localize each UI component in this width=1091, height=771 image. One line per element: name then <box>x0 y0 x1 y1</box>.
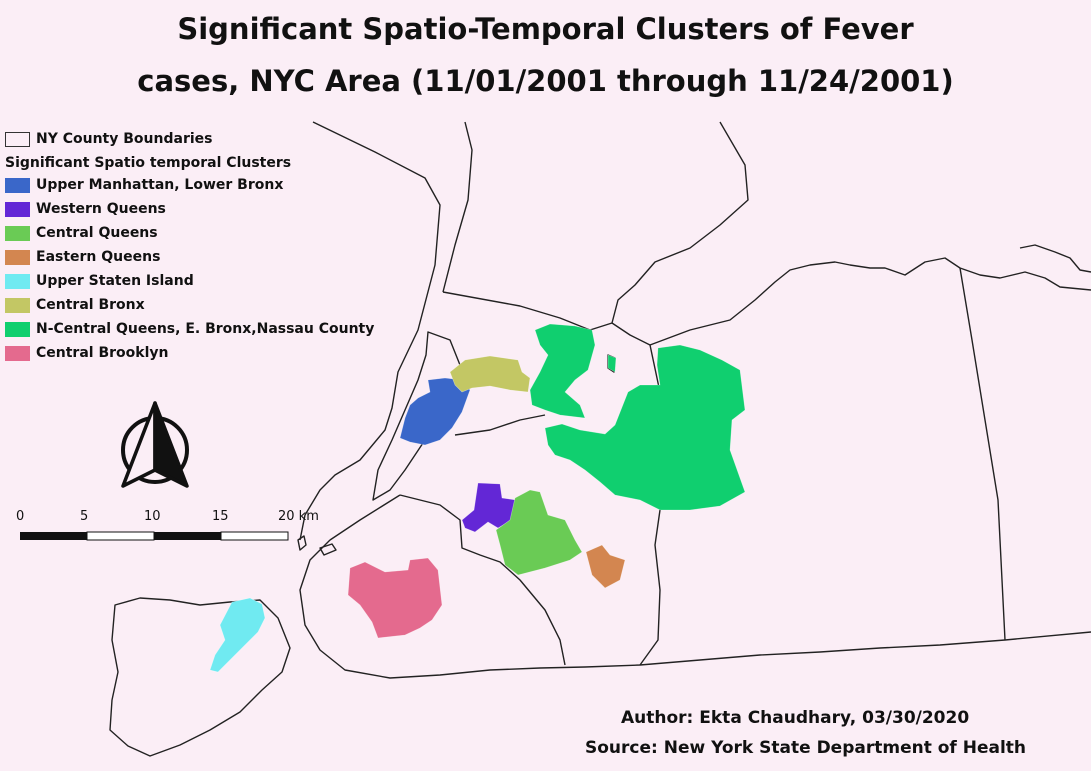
scale-bar <box>20 531 289 541</box>
map-title-line-1: Significant Spatio-Temporal Clusters of … <box>177 12 914 46</box>
legend-item: Western Queens <box>5 197 374 221</box>
scale-tick-label: 15 <box>212 509 229 524</box>
county-boundary <box>442 291 613 331</box>
legend-swatch <box>5 177 30 193</box>
cluster-upper-manhattan-lower-bronx <box>399 377 471 446</box>
county-boundary <box>109 597 291 757</box>
legend-items: Upper Manhattan, Lower Bronx Western Quee… <box>5 173 374 365</box>
legend-heading: Significant Spatio temporal Clusters <box>5 155 292 171</box>
cluster-central-brooklyn <box>347 557 443 639</box>
legend-swatch <box>5 273 30 289</box>
legend-swatch <box>5 321 30 337</box>
legend-item: Eastern Queens <box>5 245 374 269</box>
cluster-n-central-queens-e-bronx-nassau-county <box>529 323 596 419</box>
county-boundary <box>649 257 1091 346</box>
county-boundary <box>959 267 1006 641</box>
cluster-western-queens <box>461 482 517 533</box>
county-boundary <box>299 121 441 541</box>
scale-tick-label: 5 <box>80 509 89 524</box>
legend-label-boundary: NY County Boundaries <box>36 131 213 147</box>
cluster-central-queens <box>495 489 583 576</box>
county-boundary <box>611 121 749 346</box>
county-boundaries <box>109 121 1091 757</box>
cluster-eastern-queens <box>585 544 626 589</box>
scale-tick-label: 0 <box>16 509 25 524</box>
legend-item-label: Central Bronx <box>36 297 145 313</box>
legend-item-label: Upper Manhattan, Lower Bronx <box>36 177 284 193</box>
map-title-line-2: cases, NYC Area (11/01/2001 through 11/2… <box>137 64 954 98</box>
scale-tick-label: 20 km <box>278 509 319 524</box>
source-credit: Source: New York State Department of Hea… <box>585 738 1027 758</box>
legend-item-label: Central Brooklyn <box>36 345 169 361</box>
county-boundary <box>442 121 473 293</box>
legend-item-label: Central Queens <box>36 225 158 241</box>
county-boundary <box>1019 244 1091 273</box>
legend-item: N-Central Queens, E. Bronx,Nassau County <box>5 317 374 341</box>
scale-tick-label: 10 <box>144 509 161 524</box>
legend-swatch <box>5 225 30 241</box>
north-arrow-icon <box>121 401 189 488</box>
county-boundary <box>299 494 1091 679</box>
legend-swatch-boundary <box>5 131 30 147</box>
county-boundary <box>319 543 337 556</box>
legend-swatch <box>5 297 30 313</box>
legend: NY County Boundaries Significant Spatio … <box>5 127 374 365</box>
legend-swatch <box>5 249 30 265</box>
legend-swatch <box>5 201 30 217</box>
county-boundary <box>399 494 566 666</box>
cluster-n-central-queens-e-bronx-nassau-county <box>607 354 617 373</box>
county-boundary <box>454 414 546 436</box>
legend-swatch <box>5 345 30 361</box>
legend-item-label: Western Queens <box>36 201 166 217</box>
legend-item: Central Brooklyn <box>5 341 374 365</box>
cluster-upper-staten-island <box>209 597 266 673</box>
legend-item: Central Bronx <box>5 293 374 317</box>
legend-item: Central Queens <box>5 221 374 245</box>
legend-item-label: Upper Staten Island <box>36 273 194 289</box>
county-boundary <box>297 535 307 551</box>
cluster-n-central-queens-e-bronx-nassau-county <box>544 344 746 511</box>
legend-item: Upper Manhattan, Lower Bronx <box>5 173 374 197</box>
author-credit: Author: Ekta Chaudhary, 03/30/2020 <box>621 708 970 728</box>
legend-item-label: N-Central Queens, E. Bronx,Nassau County <box>36 321 375 337</box>
legend-boundary-row: NY County Boundaries <box>5 127 374 151</box>
cluster-central-bronx <box>449 355 531 393</box>
legend-item: Upper Staten Island <box>5 269 374 293</box>
legend-item-label: Eastern Queens <box>36 249 161 265</box>
